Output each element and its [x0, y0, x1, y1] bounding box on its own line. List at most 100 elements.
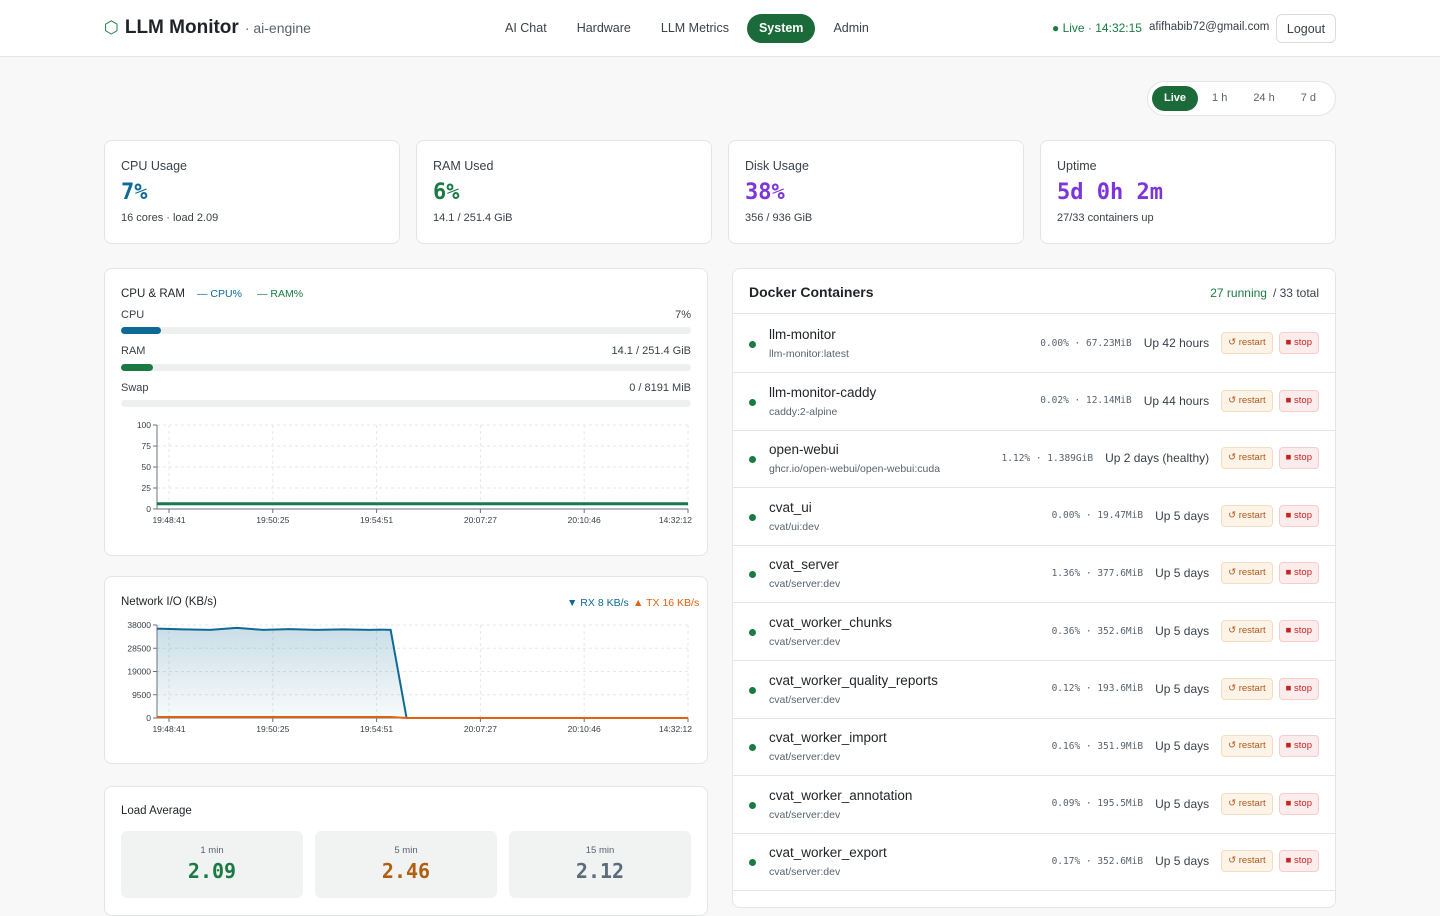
logout-button[interactable]: Logout [1276, 14, 1336, 43]
stop-button[interactable]: ■ stop [1278, 504, 1319, 527]
container-row[interactable]: cvat_worker_import cvat/server:dev 0.16% ·… [733, 718, 1335, 777]
stop-button[interactable]: ■ stop [1278, 447, 1319, 470]
running-status-dot [749, 341, 756, 348]
container-row[interactable]: open-webui ghcr.io/open-webui/open-webui:… [733, 430, 1335, 489]
container-image: cvat/ui:dev [769, 520, 820, 533]
stat-sub: 27/33 containers up [1057, 212, 1154, 224]
running-status-dot [749, 513, 756, 521]
app-title: LLM Monitor [124, 17, 239, 38]
legend-ram: — RAM% [257, 288, 304, 300]
container-row[interactable]: cvat_worker_quality_reports cvat/server:d… [733, 661, 1335, 719]
container-image: cvat/server:dev [769, 578, 841, 591]
container-actions: 0.00% · 67.23MiB Up 42 hours ↺ restart ■ st… [1040, 332, 1319, 354]
container-row[interactable]: cvat_worker_export cvat/server:dev 0.17% ·… [733, 833, 1335, 892]
nav-system[interactable]: System [746, 14, 816, 43]
container-image: ghcr.io/open-webui/open-webui:cuda [769, 463, 941, 476]
x-tick-label: 19:50:25 [256, 724, 289, 734]
container-name: cvat_worker_quality_reports [769, 672, 938, 688]
user-email: afifhabib72@gmail.com [1149, 21, 1270, 33]
disk-usage-card: Disk Usage 38% 356 / 936 GiB [728, 140, 1024, 244]
x-tick-label: 19:54:51 [360, 724, 393, 734]
cpu-ram-panel: CPU & RAM — CPU% — RAM% CPU 7% RAM 14.1 … [104, 268, 708, 556]
nav-admin[interactable]: Admin [833, 21, 869, 35]
y-tick-label: 19000 [127, 667, 151, 677]
x-tick-label: 14:32:12 [659, 724, 692, 734]
stop-button[interactable]: ■ stop [1278, 735, 1319, 758]
container-row[interactable]: cvat_worker_chunks cvat/server:dev 0.36% ·… [733, 603, 1335, 661]
range-1h[interactable]: 1 h [1212, 92, 1228, 104]
container-status: Up 5 days [1155, 681, 1210, 696]
stop-button[interactable]: ■ stop [1278, 389, 1319, 412]
panel-title: Network I/O (KB/s) [121, 596, 217, 608]
container-row[interactable]: cvat_ui cvat/ui:dev 0.00% · 19.47MiB Up 5 d… [733, 488, 1335, 546]
stop-button[interactable]: ■ stop [1278, 332, 1319, 354]
container-actions: 0.09% · 195.5MiB Up 5 days ↺ restart ■ stop [1052, 792, 1319, 815]
container-row[interactable]: llm-monitor llm-monitor:latest 0.00% · 67.… [733, 315, 1335, 373]
container-row[interactable]: llm-monitor-caddy caddy:2-alpine 0.02% · 1… [733, 373, 1335, 431]
nav-llm-metrics[interactable]: LLM Metrics [660, 21, 729, 35]
stop-button[interactable]: ■ stop [1278, 677, 1319, 700]
restart-button[interactable]: ↺ restart [1221, 332, 1273, 354]
docker-containers-panel: Docker Containers 27 running / 33 total l… [732, 268, 1336, 908]
restart-button[interactable]: ↺ restart [1221, 850, 1273, 873]
stop-button[interactable]: ■ stop [1278, 620, 1319, 642]
x-tick-label: 20:07:27 [464, 724, 497, 734]
stop-button[interactable]: ■ stop [1278, 562, 1319, 585]
stat-sub: 356 / 936 GiB [745, 212, 813, 224]
restart-button[interactable]: ↺ restart [1221, 447, 1273, 470]
container-actions: 0.00% · 19.47MiB Up 5 days ↺ restart ■ stop [1052, 504, 1319, 527]
container-image: cvat/server:dev [769, 751, 841, 764]
range-live[interactable]: Live [1152, 86, 1199, 111]
main-nav: AI Chat Hardware LLM Metrics System Admi… [493, 14, 881, 43]
restart-button[interactable]: ↺ restart [1221, 562, 1273, 585]
stat-label: Disk Usage [745, 159, 809, 173]
cpu-usage-value: 7% [121, 180, 148, 205]
stop-button[interactable]: ■ stop [1278, 792, 1319, 815]
container-stats: 0.16% · 351.9MiB [1051, 740, 1144, 752]
restart-button[interactable]: ↺ restart [1221, 504, 1273, 527]
running-status-dot [749, 571, 756, 579]
container-status: Up 5 days [1155, 624, 1210, 638]
nav-hardware[interactable]: Hardware [576, 21, 631, 35]
running-status-dot [749, 801, 756, 809]
nav-ai-chat[interactable]: AI Chat [505, 21, 547, 35]
disk-usage-value: 38% [745, 180, 785, 205]
container-row[interactable]: cvat_server cvat/server:dev 1.36% · 377.6M… [733, 545, 1335, 604]
load-15min: 15 min 2.12 [509, 831, 691, 898]
container-stats: 1.12% · 1.389GiB [1001, 452, 1094, 464]
brand[interactable]: ⬡ LLM Monitor · ai-engine [104, 17, 311, 39]
range-7d[interactable]: 7 d [1300, 92, 1317, 104]
container-status: Up 5 days [1155, 854, 1210, 869]
panel-title: Load Average [121, 805, 192, 817]
restart-button[interactable]: ↺ restart [1221, 735, 1273, 758]
running-status-dot [749, 859, 756, 867]
ram-used-value: 6% [433, 180, 460, 205]
stop-button[interactable]: ■ stop [1278, 850, 1319, 873]
range-24h[interactable]: 24 h [1253, 92, 1275, 104]
x-tick-label: 19:54:51 [360, 515, 393, 525]
container-name: cvat_worker_import [769, 730, 887, 746]
container-name: cvat_worker_chunks [769, 615, 893, 630]
ram-progress-fill [121, 364, 153, 371]
ram-used-card: RAM Used 6% 14.1 / 251.4 GiB [416, 140, 712, 244]
restart-button[interactable]: ↺ restart [1221, 792, 1273, 815]
container-row[interactable]: cvat_worker_annotation cvat/server:dev 0.0… [733, 776, 1335, 834]
restart-button[interactable]: ↺ restart [1221, 677, 1273, 700]
cpu-bar-label: CPU [121, 309, 145, 321]
panel-title: CPU & RAM [121, 288, 185, 300]
docker-header: Docker Containers 27 running / 33 total [733, 269, 1335, 314]
load-5min: 5 min 2.46 [315, 831, 497, 898]
container-name: cvat_ui [769, 499, 812, 515]
load-1min: 1 min 2.09 [121, 831, 303, 898]
stat-label: RAM Used [433, 159, 494, 173]
restart-button[interactable]: ↺ restart [1221, 389, 1273, 412]
network-panel: Network I/O (KB/s) ▼ RX 8 KB/s ▲ TX 16 K… [104, 576, 708, 764]
x-tick-label: 20:10:46 [568, 724, 601, 734]
cpu-usage-card: CPU Usage 7% 16 cores · load 2.09 [104, 140, 400, 244]
container-image: cvat/server:dev [769, 693, 841, 706]
container-count: 27 running / 33 total [1210, 286, 1319, 300]
hexagon-icon: ⬡ [104, 18, 119, 37]
restart-button[interactable]: ↺ restart [1221, 620, 1273, 642]
container-name: cvat_server [769, 557, 839, 573]
container-stats: 0.00% · 67.23MiB [1040, 337, 1132, 349]
